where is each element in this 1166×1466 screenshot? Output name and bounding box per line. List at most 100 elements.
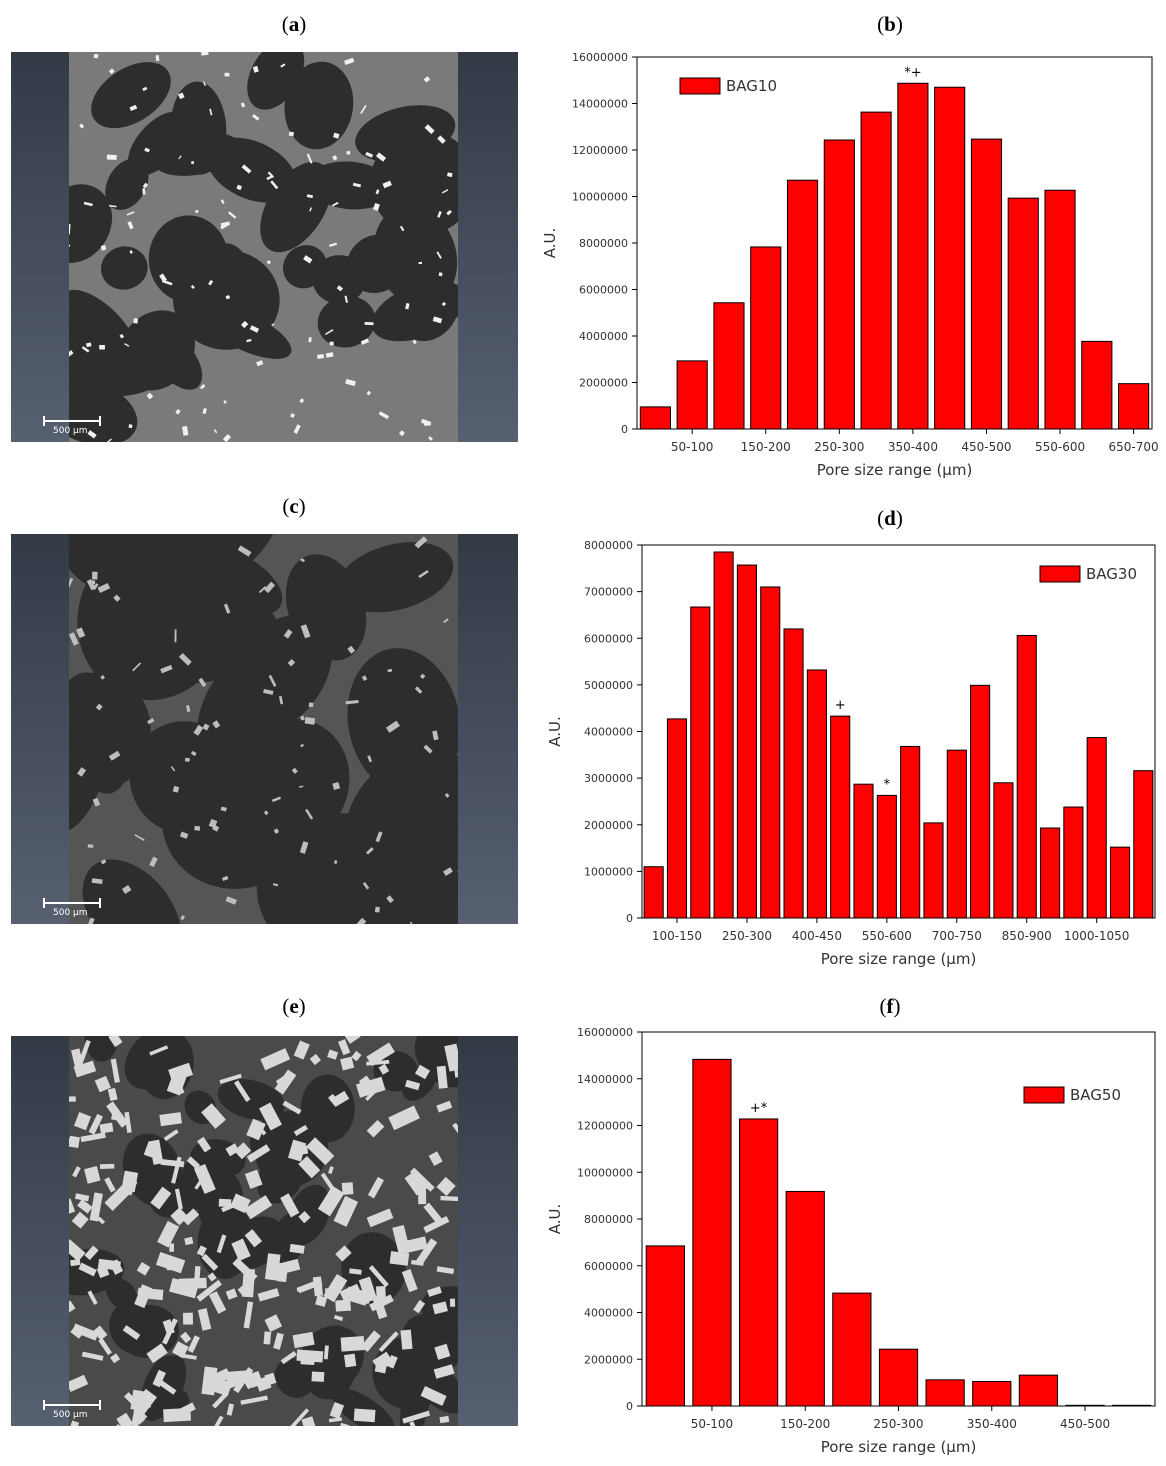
pore: [336, 542, 454, 613]
y-tick-label: 7000000: [584, 586, 633, 599]
glass-particle: [309, 1053, 321, 1066]
y-tick-label: 8000000: [579, 237, 628, 250]
glass-particle: [449, 1298, 456, 1307]
y-tick-label: 2000000: [584, 1353, 633, 1366]
glass-particle: [325, 329, 334, 336]
glass-particle: [100, 244, 107, 251]
glass-particle: [340, 1336, 365, 1352]
glass-particle: [71, 1048, 85, 1074]
glass-particle: [220, 221, 230, 227]
y-tick-label: 14000000: [572, 98, 628, 111]
pore: [123, 569, 254, 683]
panel-label-f: (f): [879, 994, 901, 1018]
glass-particle: [288, 1139, 307, 1162]
glass-particle: [432, 316, 443, 324]
glass-particle: [74, 1112, 92, 1131]
glass-particle: [111, 1111, 121, 1121]
glass-particle: [414, 686, 423, 694]
glass-particle: [91, 878, 103, 884]
bar: [897, 82, 929, 430]
glass-particle: [201, 52, 209, 56]
glass-particle: [266, 175, 274, 181]
x-axis-label: Pore size range (µm): [817, 461, 973, 479]
glass-particle: [354, 917, 367, 924]
glass-particle: [155, 1251, 186, 1274]
y-tick-label: 16000000: [577, 1026, 633, 1039]
glass-particle: [207, 1415, 224, 1426]
glass-particle: [225, 1143, 240, 1157]
glass-particle: [172, 785, 180, 793]
glass-particle: [142, 86, 148, 92]
glass-particle: [266, 260, 271, 265]
glass-particle: [288, 131, 295, 137]
glass-particle: [218, 1198, 232, 1208]
glass-particle: [333, 1314, 344, 1322]
legend-swatch: [1039, 565, 1081, 583]
glass-particle: [365, 151, 374, 158]
glass-particle: [108, 1036, 123, 1048]
micro-ct-image-e: 500 µm: [11, 1036, 518, 1426]
glass-particle: [241, 164, 252, 174]
pore: [122, 1133, 183, 1207]
glass-particle: [77, 1199, 93, 1214]
glass-particle: [273, 1332, 284, 1350]
y-tick-label: 10000000: [572, 191, 628, 204]
glass-particle: [184, 1236, 194, 1246]
glass-particle: [237, 545, 252, 557]
glass-particle: [129, 1406, 142, 1426]
glass-particle: [378, 1063, 390, 1075]
glass-particle: [190, 750, 197, 757]
glass-particle: [109, 204, 117, 208]
glass-particle: [438, 272, 443, 277]
glass-particle: [342, 1036, 361, 1044]
glass-particle: [202, 408, 207, 415]
glass-particle: [244, 1375, 260, 1390]
glass-particle: [231, 1238, 251, 1262]
scale-bar-label: 500 µm: [53, 908, 88, 918]
glass-particle: [237, 1284, 248, 1295]
glass-particle: [418, 569, 429, 579]
glass-particle: [308, 337, 312, 343]
glass-particle: [108, 68, 115, 75]
glass-particle: [224, 72, 230, 77]
glass-particle: [289, 1408, 310, 1426]
glass-particle: [308, 702, 314, 708]
x-tick-label: 450-500: [961, 440, 1011, 454]
glass-particle: [300, 1356, 315, 1365]
glass-particle: [193, 724, 204, 736]
glass-particle: [163, 1129, 179, 1142]
glass-particle: [423, 1202, 445, 1226]
glass-particle: [304, 717, 316, 725]
glass-particle: [436, 1266, 455, 1275]
glass-particle: [298, 785, 304, 788]
panel-label-c: (c): [282, 494, 306, 518]
glass-particle: [208, 279, 214, 286]
glass-particle: [212, 1392, 228, 1409]
glass-particle: [154, 1377, 177, 1395]
glass-particle: [416, 1238, 438, 1265]
scale-bar: [43, 416, 101, 426]
y-tick-label: 12000000: [577, 1120, 633, 1133]
glass-particle: [221, 1199, 243, 1213]
glass-particle: [325, 352, 334, 358]
glass-particle: [232, 1257, 258, 1283]
bar: [1133, 770, 1154, 919]
glass-particle: [72, 1166, 81, 1178]
glass-particle: [84, 1166, 101, 1184]
bar: [1081, 340, 1113, 430]
glass-particle: [273, 828, 280, 834]
glass-particle: [99, 344, 105, 350]
x-tick-label: 250-300: [814, 440, 864, 454]
glass-particle: [436, 1176, 456, 1197]
glass-particle: [133, 318, 139, 324]
glass-particle: [283, 629, 293, 639]
glass-particle: [226, 1403, 235, 1416]
significance-annotation: *: [884, 777, 891, 792]
glass-particle: [276, 1262, 289, 1283]
glass-particle: [121, 1170, 139, 1193]
glass-particle: [335, 1299, 351, 1312]
bar: [970, 684, 991, 919]
glass-particle: [434, 1343, 451, 1360]
glass-particle: [413, 1299, 426, 1314]
glass-particle: [289, 1243, 305, 1254]
